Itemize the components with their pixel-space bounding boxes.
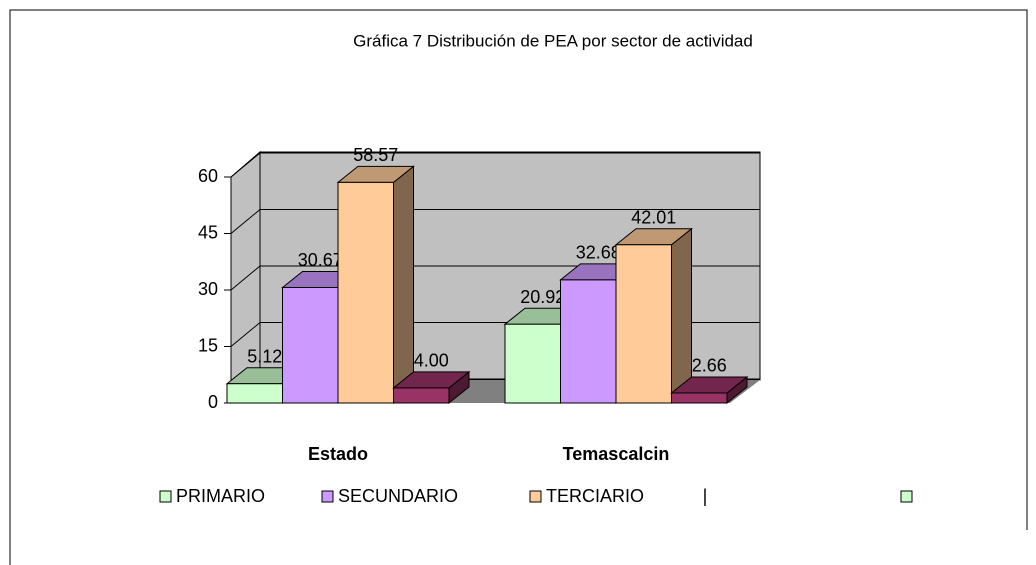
x-tick-label: Estado — [308, 444, 368, 464]
x-tick-label: Temascalcin — [563, 444, 670, 464]
data-label: 32.68 — [576, 243, 621, 263]
y-tick-label: 0 — [208, 392, 218, 412]
legend-swatch — [900, 490, 913, 503]
grid-line — [230, 152, 261, 178]
bar — [671, 392, 728, 404]
data-label: 30.67 — [298, 250, 343, 270]
grid-line — [230, 322, 261, 347]
data-label: 4.00 — [414, 351, 449, 371]
data-label: 5.12 — [247, 346, 282, 366]
bar-side — [671, 227, 692, 405]
data-label: 58.57 — [353, 145, 398, 165]
chart-title: Gráfica 7 Distribución de PEA por sector… — [353, 31, 753, 50]
y-tick-label: 30 — [198, 279, 218, 299]
legend-separator: | — [703, 486, 708, 506]
data-label: 20.92 — [520, 287, 565, 307]
data-label: 42.01 — [631, 208, 676, 228]
bar — [393, 387, 450, 404]
legend-label: SECUNDARIO — [338, 486, 458, 506]
frame — [9, 9, 1028, 565]
legend-swatch — [529, 490, 542, 503]
bar — [560, 279, 617, 404]
data-label: 2.66 — [692, 356, 727, 376]
bar — [226, 383, 283, 404]
legend-swatch — [321, 490, 334, 503]
bar — [504, 323, 561, 404]
legend-swatch — [159, 490, 172, 503]
legend-label: PRIMARIO — [176, 486, 265, 506]
legend-label: TERCIARIO — [546, 486, 644, 506]
y-tick-label: 45 — [198, 222, 218, 242]
grid-line — [230, 265, 261, 291]
y-tick-label: 60 — [198, 166, 218, 186]
bar — [337, 181, 394, 404]
bar-side — [393, 165, 414, 405]
bar — [282, 286, 339, 404]
y-tick-label: 15 — [198, 335, 218, 355]
bar — [615, 244, 672, 404]
grid-line — [230, 209, 261, 234]
